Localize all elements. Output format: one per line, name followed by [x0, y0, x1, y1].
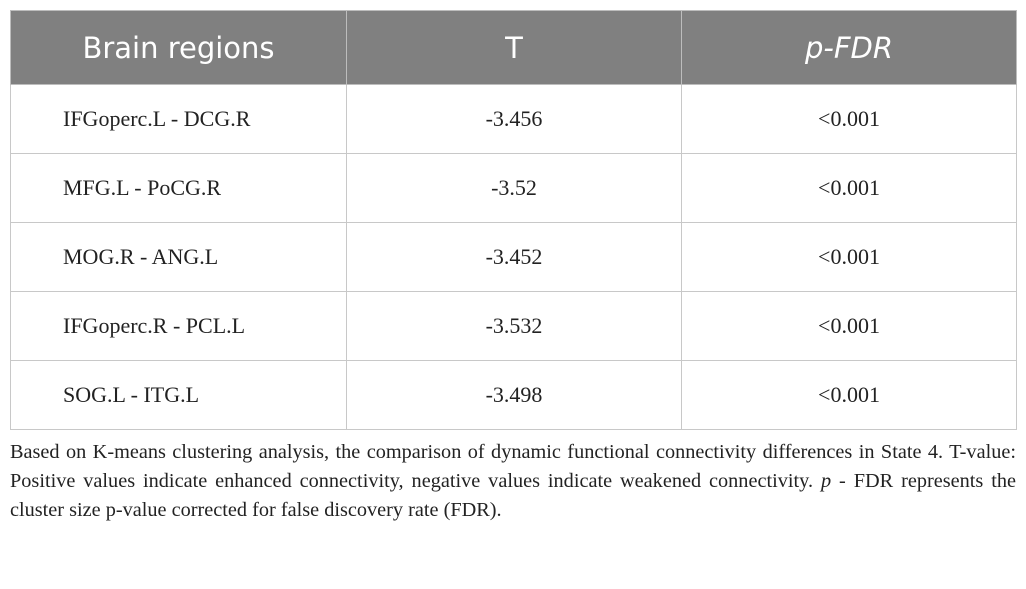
caption-text: Based on K-means clustering analysis, th…	[10, 441, 1016, 492]
table-cell: <0.001	[681, 222, 1017, 292]
table-cell: -3.452	[346, 222, 682, 292]
table-cell: -3.532	[346, 291, 682, 361]
table-cell: IFGoperc.L - DCG.R	[10, 84, 347, 154]
table-cell: <0.001	[681, 291, 1017, 361]
table-cell: -3.498	[346, 360, 682, 430]
caption: Based on K-means clustering analysis, th…	[10, 438, 1016, 525]
table-cell: IFGoperc.R - PCL.L	[10, 291, 347, 361]
table-cell: -3.456	[346, 84, 682, 154]
table-cell: <0.001	[681, 153, 1017, 223]
table-cell: <0.001	[681, 360, 1017, 430]
table-row: IFGoperc.R - PCL.L -3.532 <0.001	[10, 291, 1017, 361]
table-cell: -3.52	[346, 153, 682, 223]
table-row: SOG.L - ITG.L -3.498 <0.001	[10, 360, 1017, 430]
table-cell: SOG.L - ITG.L	[10, 360, 347, 430]
table-cell: MFG.L - PoCG.R	[10, 153, 347, 223]
table-row: MOG.R - ANG.L -3.452 <0.001	[10, 222, 1017, 292]
table-row: IFGoperc.L - DCG.R -3.456 <0.001	[10, 84, 1017, 154]
table-row: MFG.L - PoCG.R -3.52 <0.001	[10, 153, 1017, 223]
header-cell: Brain regions	[10, 10, 347, 85]
caption-text: - FDR represents the cluster size p-valu…	[10, 470, 1016, 521]
header-cell: T	[346, 10, 682, 85]
caption-italic: p	[820, 470, 832, 492]
table-body: IFGoperc.L - DCG.R -3.456 <0.001 MFG.L - Po…	[10, 84, 1017, 430]
table-cell: <0.001	[681, 84, 1017, 154]
table-cell: MOG.R - ANG.L	[10, 222, 347, 292]
header-cell: p-FDR	[681, 10, 1017, 85]
